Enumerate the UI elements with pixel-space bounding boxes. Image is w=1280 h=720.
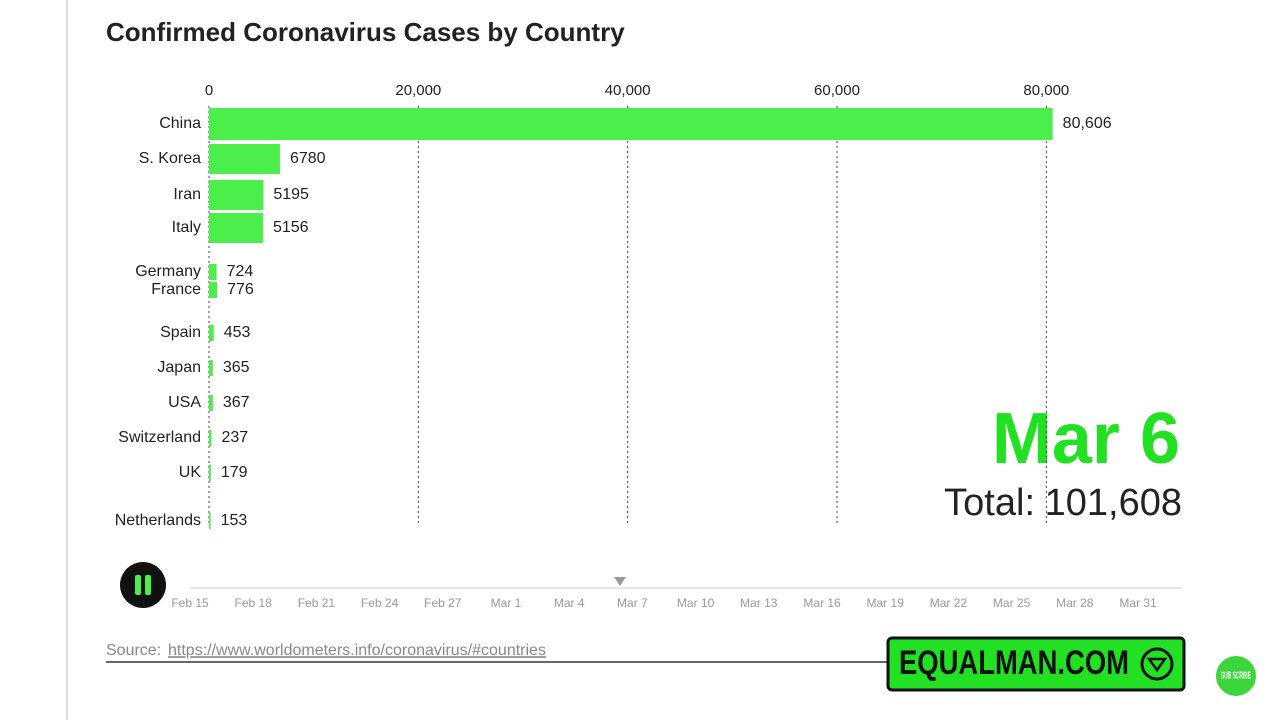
category-label: Italy [172, 219, 201, 236]
x-tick-label: 60,000 [814, 82, 860, 99]
source-link[interactable]: https://www.worldometers.info/coronaviru… [168, 642, 546, 659]
x-tick-label: 40,000 [605, 82, 651, 99]
bar [209, 430, 212, 446]
category-label: China [159, 115, 201, 132]
bar [209, 282, 218, 298]
timeline-label: Feb 21 [298, 596, 336, 610]
source-label: Source: [106, 642, 161, 659]
logo-box[interactable] [886, 636, 1186, 692]
bar [209, 213, 263, 243]
x-tick-label: 80,000 [1023, 82, 1069, 99]
value-label: 237 [221, 429, 248, 446]
timeline-label: Feb 18 [235, 596, 273, 610]
value-label: 80,606 [1063, 115, 1112, 132]
date-label: Mar 6 [992, 399, 1180, 479]
value-label: 6780 [290, 150, 326, 167]
timeline-marker[interactable] [614, 577, 626, 586]
timeline-label: Feb 24 [361, 596, 399, 610]
category-label: USA [168, 394, 201, 411]
subscribe-button[interactable] [1216, 656, 1256, 696]
timeline-label: Mar 28 [1056, 596, 1094, 610]
timeline-label: Mar 4 [554, 596, 585, 610]
timeline-label: Mar 10 [677, 596, 715, 610]
timeline-label: Mar 7 [617, 596, 648, 610]
category-label: Japan [157, 359, 201, 376]
x-tick-label: 0 [205, 82, 213, 99]
value-label: 5156 [273, 219, 309, 236]
pause-button[interactable] [120, 562, 166, 608]
timeline-label: Mar 25 [993, 596, 1031, 610]
category-label: Iran [173, 186, 201, 203]
value-label: 724 [227, 263, 254, 280]
bar [209, 360, 213, 376]
timeline-label: Mar 16 [803, 596, 841, 610]
bar [209, 395, 213, 411]
bar [209, 513, 211, 529]
category-label: Switzerland [118, 429, 201, 446]
timeline-label: Mar 13 [740, 596, 778, 610]
bar [209, 180, 264, 210]
category-label: France [151, 281, 201, 298]
pause-bar[interactable] [135, 575, 141, 595]
value-label: 153 [221, 512, 248, 529]
value-label: 5195 [273, 186, 309, 203]
bar [209, 144, 280, 174]
pause-bar[interactable] [145, 575, 151, 595]
bar [209, 465, 211, 481]
value-label: 453 [224, 324, 251, 341]
value-label: 776 [227, 281, 254, 298]
logo-icon-mark [1146, 657, 1168, 673]
value-label: 365 [223, 359, 250, 376]
category-label: Germany [135, 263, 201, 280]
pause-circle[interactable] [120, 562, 166, 608]
timeline-label: Mar 1 [491, 596, 522, 610]
timeline-label: Feb 27 [424, 596, 462, 610]
total-label: Total: [944, 482, 1035, 524]
bar [209, 264, 217, 280]
bar [209, 108, 1053, 140]
total-value: 101,608 [1045, 482, 1182, 524]
logo-text[interactable]: EQUALMAN.COM [899, 644, 1129, 682]
timeline-label: Mar 22 [930, 596, 968, 610]
timeline-label: Feb 15 [171, 596, 209, 610]
category-label: S. Korea [139, 150, 201, 167]
logo-icon [1140, 647, 1174, 681]
value-label: 367 [223, 394, 250, 411]
category-label: Netherlands [115, 512, 201, 529]
category-label: Spain [160, 324, 201, 341]
bar [209, 325, 214, 341]
timeline-label: Mar 19 [867, 596, 905, 610]
subscribe-text[interactable]: SUB SCRIBE [1221, 671, 1251, 682]
category-label: UK [179, 464, 202, 481]
x-tick-label: 20,000 [395, 82, 441, 99]
timeline-label: Mar 31 [1119, 596, 1157, 610]
value-label: 179 [221, 464, 248, 481]
chart-title: Confirmed Coronavirus Cases by Country [106, 17, 625, 47]
